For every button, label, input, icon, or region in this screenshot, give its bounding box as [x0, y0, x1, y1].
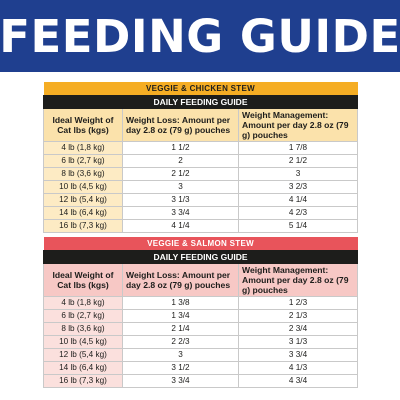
weight-management-cell: 2 1/3: [237, 308, 359, 323]
table-row: 6 lb (2,7 kg) 1 3/4 2 1/3: [43, 308, 359, 323]
recipe-title: VEGGIE & SALMON STEW: [43, 237, 358, 250]
column-header-weight-management: Weight Management: Amount per day 2.8 oz…: [238, 107, 358, 142]
weight-management-cell: 1 7/8: [238, 140, 358, 155]
table-subtitle: DAILY FEEDING GUIDE: [43, 94, 358, 109]
cat-weight-cell: 6 lb (2,7 kg): [43, 308, 123, 323]
weight-management-cell: 4 1/4: [238, 192, 358, 207]
weight-management-cell: 2 1/2: [238, 153, 358, 168]
weight-loss-cell: 3 1/3: [122, 192, 239, 207]
header-row: Ideal Weight of Cat lbs (kgs) Weight Los…: [43, 262, 359, 297]
table-row: 16 lb (7,3 kg) 3 3/4 4 3/4: [43, 373, 359, 388]
cat-weight-cell: 16 lb (7,3 kg): [43, 373, 123, 388]
header-row: Ideal Weight of Cat lbs (kgs) Weight Los…: [43, 107, 358, 142]
table-row: 12 lb (5,4 kg) 3 3 3/4: [43, 347, 359, 362]
cat-weight-cell: 8 lb (3,6 kg): [43, 321, 123, 336]
table-row: 4 lb (1,8 kg) 1 3/8 1 2/3: [43, 295, 359, 310]
cat-weight-cell: 8 lb (3,6 kg): [43, 166, 123, 181]
table-row: 16 lb (7,3 kg) 4 1/4 5 1/4: [43, 218, 358, 233]
recipe-title: VEGGIE & CHICKEN STEW: [43, 82, 358, 95]
cat-weight-cell: 12 lb (5,4 kg): [43, 347, 123, 362]
weight-loss-cell: 1 3/4: [122, 308, 239, 323]
weight-loss-cell: 3: [122, 347, 239, 362]
cat-weight-cell: 10 lb (4,5 kg): [43, 179, 123, 194]
weight-management-cell: 3: [238, 166, 358, 181]
cat-weight-cell: 4 lb (1,8 kg): [43, 295, 123, 310]
table-row: 4 lb (1,8 kg) 1 1/2 1 7/8: [43, 140, 358, 155]
column-header-weight: Ideal Weight of Cat lbs (kgs): [43, 107, 123, 142]
weight-loss-cell: 2 1/4: [122, 321, 239, 336]
cat-weight-cell: 12 lb (5,4 kg): [43, 192, 123, 207]
column-header-weight-loss: Weight Loss: Amount per day 2.8 oz (79 g…: [122, 262, 239, 297]
weight-loss-cell: 1 1/2: [122, 140, 239, 155]
weight-management-cell: 2 3/4: [237, 321, 359, 336]
weight-management-cell: 1 2/3: [237, 295, 359, 310]
table-row: 6 lb (2,7 kg) 2 2 1/2: [43, 153, 358, 168]
table-row: 14 lb (6,4 kg) 3 3/4 4 2/3: [43, 205, 358, 220]
weight-management-cell: 3 1/3: [237, 334, 359, 349]
salmon-feeding-table: VEGGIE & SALMON STEW DAILY FEEDING GUIDE…: [42, 237, 359, 388]
column-header-weight: Ideal Weight of Cat lbs (kgs): [43, 262, 123, 297]
weight-loss-cell: 2 2/3: [122, 334, 239, 349]
weight-loss-cell: 3 3/4: [122, 205, 239, 220]
weight-loss-cell: 4 1/4: [122, 218, 239, 233]
table-row: 10 lb (4,5 kg) 2 2/3 3 1/3: [43, 334, 359, 349]
column-header-weight-loss: Weight Loss: Amount per day 2.8 oz (79 g…: [122, 107, 239, 142]
cat-weight-cell: 4 lb (1,8 kg): [43, 140, 123, 155]
table-row: 14 lb (6,4 kg) 3 1/2 4 1/3: [43, 360, 359, 375]
cat-weight-cell: 10 lb (4,5 kg): [43, 334, 123, 349]
weight-loss-cell: 2 1/2: [122, 166, 239, 181]
feeding-guide-banner: FEEDING GUIDE: [0, 0, 400, 72]
weight-loss-cell: 2: [122, 153, 239, 168]
column-header-weight-management: Weight Management: Amount per day 2.8 oz…: [237, 262, 359, 297]
cat-weight-cell: 6 lb (2,7 kg): [43, 153, 123, 168]
weight-management-cell: 4 2/3: [238, 205, 358, 220]
weight-loss-cell: 1 3/8: [122, 295, 239, 310]
table-row: 12 lb (5,4 kg) 3 1/3 4 1/4: [43, 192, 358, 207]
table-row: 8 lb (3,6 kg) 2 1/4 2 3/4: [43, 321, 359, 336]
weight-management-cell: 5 1/4: [238, 218, 358, 233]
table-row: 8 lb (3,6 kg) 2 1/2 3: [43, 166, 358, 181]
page-title: FEEDING GUIDE: [0, 9, 400, 63]
cat-weight-cell: 14 lb (6,4 kg): [43, 205, 123, 220]
weight-loss-cell: 3 1/2: [122, 360, 239, 375]
weight-loss-cell: 3 3/4: [122, 373, 239, 388]
cat-weight-cell: 16 lb (7,3 kg): [43, 218, 123, 233]
table-row: 10 lb (4,5 kg) 3 3 2/3: [43, 179, 358, 194]
table-subtitle: DAILY FEEDING GUIDE: [42, 249, 359, 264]
weight-management-cell: 4 3/4: [237, 373, 359, 388]
weight-loss-cell: 3: [122, 179, 239, 194]
weight-management-cell: 4 1/3: [237, 360, 359, 375]
weight-management-cell: 3 3/4: [237, 347, 359, 362]
chicken-feeding-table: VEGGIE & CHICKEN STEW DAILY FEEDING GUID…: [43, 82, 358, 233]
weight-management-cell: 3 2/3: [238, 179, 358, 194]
cat-weight-cell: 14 lb (6,4 kg): [43, 360, 123, 375]
